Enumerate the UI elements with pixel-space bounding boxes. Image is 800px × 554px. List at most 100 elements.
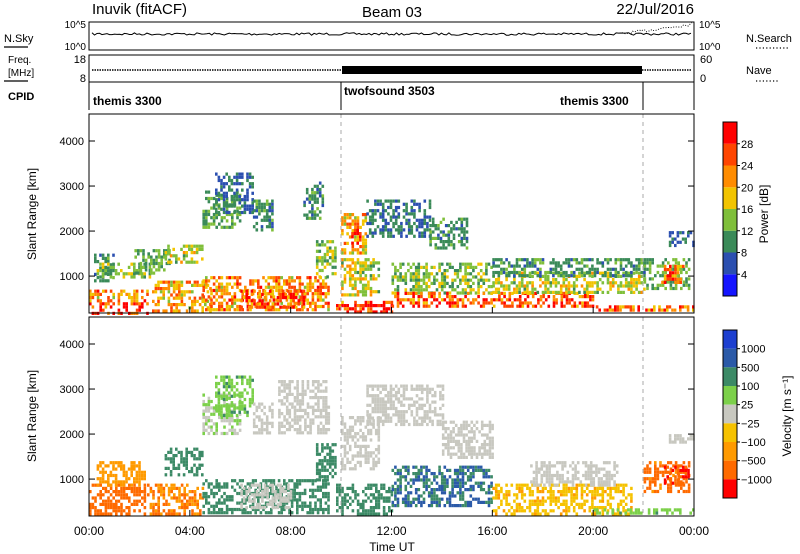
power-cell — [651, 261, 654, 265]
power-cell — [465, 224, 469, 228]
velocity-cell — [318, 452, 322, 456]
velocity-cell — [388, 499, 391, 503]
power-cell — [233, 191, 236, 195]
power-cell — [541, 274, 545, 278]
power-cell — [220, 288, 224, 293]
power-cell — [588, 290, 592, 294]
velocity-cell — [487, 497, 491, 501]
power-cell — [272, 308, 276, 312]
velocity-cell — [291, 424, 294, 428]
power-cell — [583, 304, 587, 308]
velocity-cell — [328, 471, 332, 476]
power-cell — [314, 292, 317, 296]
power-cell — [202, 295, 205, 299]
velocity-cell — [193, 490, 197, 494]
velocity-cell — [446, 468, 449, 472]
power-cell — [674, 277, 677, 281]
power-cell — [259, 285, 263, 289]
velocity-cell — [157, 509, 160, 513]
velocity-cell — [425, 465, 428, 469]
power-cell — [460, 217, 464, 221]
power-cell — [371, 221, 375, 226]
velocity-cell — [94, 512, 97, 516]
velocity-cell — [354, 496, 357, 500]
velocity-cell — [317, 405, 320, 409]
power-cell — [567, 284, 571, 288]
velocity-cell — [431, 419, 434, 423]
velocity-cell — [207, 399, 211, 404]
power-cell — [409, 291, 413, 295]
power-cell — [606, 274, 610, 278]
power-cell — [494, 287, 498, 291]
power-cell — [552, 261, 555, 265]
velocity-cell — [387, 413, 390, 417]
velocity-cell — [288, 511, 291, 515]
velocity-cell — [319, 412, 323, 416]
power-cell — [583, 258, 586, 262]
velocity-cell — [336, 499, 339, 503]
power-cell — [588, 267, 592, 271]
power-cell — [372, 261, 375, 265]
velocity-cell — [459, 497, 462, 501]
power-cell — [359, 235, 362, 239]
velocity-cell — [175, 512, 179, 516]
power-cell — [552, 267, 555, 271]
power-cell — [640, 270, 644, 275]
power-cell — [658, 308, 661, 312]
power-cell — [277, 285, 281, 289]
velocity-cell — [401, 465, 405, 469]
power-cell — [485, 298, 488, 302]
power-cell — [341, 293, 344, 297]
power-cell — [531, 261, 534, 265]
power-cell — [640, 281, 644, 285]
velocity-cell — [371, 400, 375, 404]
freq-left-tick-bottom: 8 — [80, 73, 86, 85]
power-cell — [627, 281, 631, 285]
velocity-cell — [488, 449, 492, 453]
velocity-cell — [420, 478, 423, 482]
velocity-cell — [236, 501, 239, 505]
power-cell — [562, 278, 566, 282]
power-cell — [528, 271, 532, 275]
velocity-cell — [283, 418, 286, 422]
velocity-cell — [433, 497, 436, 501]
power-cell — [681, 237, 685, 241]
power-cell — [117, 272, 120, 276]
power-cell — [433, 298, 436, 302]
power-cell — [346, 232, 349, 236]
power-cell — [389, 234, 393, 238]
velocity-cell — [107, 490, 110, 494]
power-cell — [367, 310, 370, 314]
power-cell — [412, 285, 415, 289]
velocity-cell — [115, 493, 118, 497]
power-cell — [622, 290, 625, 294]
power-cell — [248, 204, 252, 208]
power-cell — [635, 278, 638, 282]
velocity-cell — [222, 378, 226, 382]
velocity-cell — [283, 504, 286, 508]
velocity-cell — [285, 485, 289, 489]
velocity-cell — [160, 490, 163, 494]
power-cell — [290, 285, 294, 289]
velocity-cell — [354, 467, 357, 471]
nave-label: Nave — [746, 65, 772, 77]
power-cell — [635, 267, 638, 271]
velocity-cell — [193, 473, 196, 477]
velocity-cell — [346, 441, 349, 445]
power-cell — [293, 301, 296, 305]
power-cell — [180, 283, 184, 287]
velocity-cell — [91, 502, 95, 506]
power-cell — [477, 272, 480, 276]
power-cell — [212, 301, 216, 305]
power-cell — [314, 276, 317, 280]
velocity-cell — [202, 393, 205, 397]
power-cell — [351, 267, 355, 271]
velocity-cell — [288, 415, 292, 419]
velocity-cell — [459, 478, 462, 482]
velocity-cell — [359, 416, 362, 420]
power-cell — [235, 175, 239, 179]
power-cell — [635, 264, 638, 268]
velocity-cell — [311, 421, 315, 425]
velocity-cell — [507, 493, 511, 497]
velocity-cell — [494, 493, 498, 497]
